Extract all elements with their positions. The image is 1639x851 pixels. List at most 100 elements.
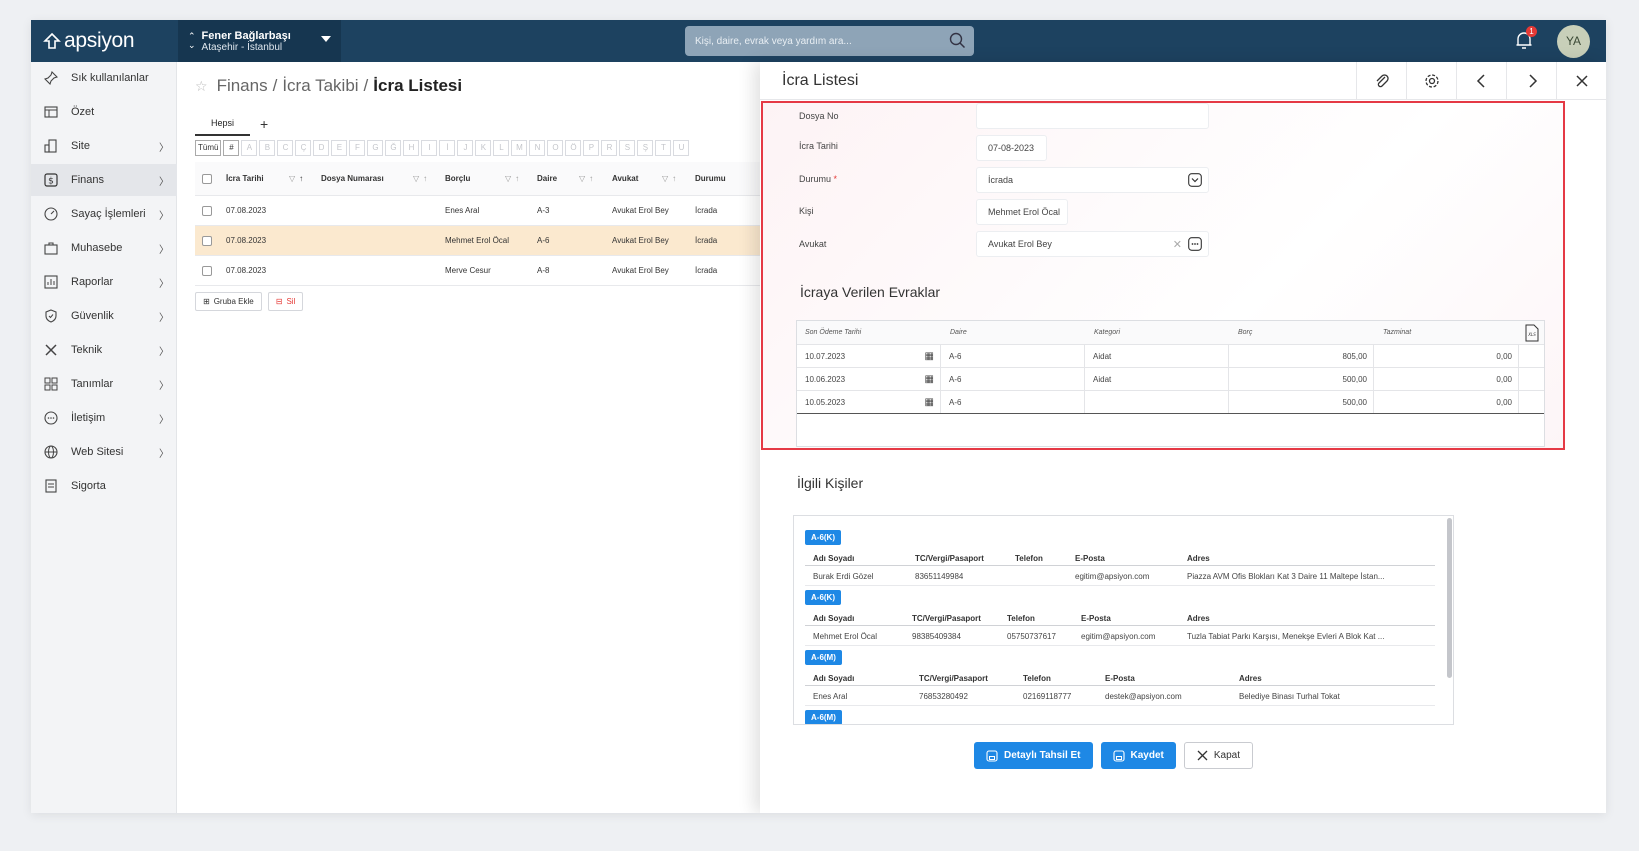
alpha-filter-letter[interactable]: Ç	[295, 140, 312, 156]
alpha-filter-letter[interactable]: T	[655, 140, 672, 156]
table-row[interactable]: 07.08.2023 Enes Aral A-3 Avukat Erol Bey…	[195, 196, 797, 226]
person-row[interactable]: Burak Erdi Gözel 83651149984 egitim@apsi…	[805, 570, 1435, 586]
filter-sort-icons[interactable]: ▽ ↑	[505, 162, 519, 195]
sidebar-item-accounting[interactable]: Muhasebe 〉	[31, 232, 177, 264]
settings-button[interactable]	[1406, 62, 1456, 100]
alpha-filter-letter[interactable]: Ğ	[385, 140, 402, 156]
search-icon[interactable]	[949, 32, 966, 49]
document-row[interactable]: 10.05.2023 ▦ A-6 500,00 0,00	[797, 391, 1544, 414]
row-checkbox[interactable]	[202, 265, 212, 276]
column-header-lawyer[interactable]: Avukat	[612, 174, 639, 183]
document-row[interactable]: 10.07.2023 ▦ A-6 Aidat 805,00 0,00	[797, 345, 1544, 368]
column-header-unit[interactable]: Daire	[537, 174, 558, 183]
more-icon[interactable]	[1188, 237, 1202, 251]
close-panel-button[interactable]	[1556, 62, 1606, 100]
alpha-filter-letter[interactable]: B	[259, 140, 276, 156]
tab-all[interactable]: Hepsi	[195, 112, 251, 136]
person-row[interactable]: Mehmet Erol Öcal 98385409384 05750737617…	[805, 630, 1435, 646]
sidebar-item-communication[interactable]: İletişim 〉	[31, 402, 177, 434]
notifications-button[interactable]: 1	[1515, 26, 1537, 55]
alpha-filter-letter[interactable]: P	[583, 140, 600, 156]
next-button[interactable]	[1506, 62, 1556, 100]
cell-due-date[interactable]: 10.07.2023 ▦	[797, 345, 941, 367]
alpha-filter-letter[interactable]: N	[529, 140, 546, 156]
alpha-filter-letter[interactable]: O	[547, 140, 564, 156]
alpha-filter-letter[interactable]: E	[331, 140, 348, 156]
clear-icon[interactable]: ✕	[1172, 239, 1182, 251]
column-header-status[interactable]: Durumu	[695, 174, 726, 183]
row-checkbox[interactable]	[202, 205, 212, 216]
table-row-selected[interactable]: 07.08.2023 Mehmet Erol Öcal A-6 Avukat E…	[195, 226, 797, 256]
sidebar-item-insurance[interactable]: Sigorta	[31, 470, 177, 502]
alpha-filter-letter[interactable]: İ	[439, 140, 456, 156]
filter-sort-icons[interactable]: ▽ ↑	[289, 162, 303, 195]
xls-file-icon: XLS	[1525, 324, 1539, 341]
alpha-filter-letter[interactable]: M	[511, 140, 528, 156]
alpha-filter-letter[interactable]: I	[421, 140, 438, 156]
alpha-filter-letter[interactable]: H	[403, 140, 420, 156]
document-row[interactable]: 10.06.2023 ▦ A-6 Aidat 500,00 0,00	[797, 368, 1544, 391]
add-tab-icon[interactable]: +	[260, 116, 269, 132]
logo[interactable]: apsiyon	[43, 29, 135, 53]
lawyer-select[interactable]: Avukat Erol Bey ✕	[976, 231, 1209, 257]
alpha-filter-letter[interactable]: A	[241, 140, 258, 156]
alpha-filter-letter[interactable]: R	[601, 140, 618, 156]
alpha-filter-letter[interactable]: J	[457, 140, 474, 156]
sidebar-item-summary[interactable]: Özet	[31, 96, 177, 128]
cell-due-date[interactable]: 10.05.2023 ▦	[797, 391, 941, 413]
alpha-filter-letter[interactable]: D	[313, 140, 330, 156]
breadcrumb-enforcement[interactable]: İcra Takibi	[282, 76, 359, 95]
cell-due-date[interactable]: 10.06.2023 ▦	[797, 368, 941, 390]
status-select[interactable]: İcrada	[976, 167, 1209, 193]
add-to-group-button[interactable]: ⊞ Gruba Ekle	[195, 292, 262, 311]
person-row[interactable]: Enes Aral 76853280492 02169118777 destek…	[805, 690, 1435, 706]
alpha-filter-letter[interactable]: G	[367, 140, 384, 156]
close-button[interactable]: Kapat	[1183, 742, 1254, 769]
person-field[interactable]: Mehmet Erol Öcal	[976, 199, 1068, 225]
site-switcher[interactable]: ⌃ ⌄ Fener Bağlarbaşı Ataşehir - İstanbul	[178, 20, 341, 62]
detail-panel: İcra Listesi Dosya No İcra Tarihi 07-08-…	[760, 62, 1606, 813]
alpha-filter-letter[interactable]: L	[493, 140, 510, 156]
alpha-filter-all[interactable]: Tümü	[195, 140, 222, 156]
column-header-file-no[interactable]: Dosya Numarası	[321, 174, 384, 183]
alpha-filter-hash[interactable]: #	[223, 140, 240, 156]
row-checkbox[interactable]	[202, 235, 212, 246]
alpha-filter-letter[interactable]: U	[673, 140, 690, 156]
filter-sort-icons[interactable]: ▽ ↑	[662, 162, 676, 195]
sidebar-item-favorites[interactable]: Sık kullanılanlar	[31, 62, 177, 94]
search-input[interactable]	[695, 26, 935, 56]
column-header-date[interactable]: İcra Tarihi	[226, 174, 264, 183]
delete-button[interactable]: ⊟ Sil	[267, 292, 304, 311]
alpha-filter-letter[interactable]: K	[475, 140, 492, 156]
alpha-filter-letter[interactable]: Ş	[637, 140, 654, 156]
breadcrumb-finance[interactable]: Finans	[216, 76, 268, 95]
table-row[interactable]: 07.08.2023 Merve Cesur A-8 Avukat Erol B…	[195, 256, 797, 286]
sidebar-item-finance[interactable]: $ Finans 〉	[31, 164, 177, 196]
alpha-filter-letter[interactable]: Ö	[565, 140, 582, 156]
filter-sort-icons[interactable]: ▽ ↑	[579, 162, 593, 195]
avatar[interactable]: YA	[1557, 25, 1590, 58]
sidebar-item-technical[interactable]: Teknik 〉	[31, 334, 177, 366]
sidebar-item-definitions[interactable]: Tanımlar 〉	[31, 368, 177, 400]
column-header-debtor[interactable]: Borçlu	[445, 174, 471, 183]
xls-export-button[interactable]: XLS	[1525, 321, 1539, 344]
filter-sort-icons[interactable]: ▽ ↑	[413, 162, 427, 195]
select-all-checkbox[interactable]	[202, 173, 212, 184]
attach-button[interactable]	[1356, 62, 1406, 100]
sidebar-item-website[interactable]: Web Sitesi 〉	[31, 436, 177, 468]
save-button[interactable]: Kaydet	[1100, 742, 1176, 769]
alpha-filter-letter[interactable]: F	[349, 140, 366, 156]
detailed-collect-button[interactable]: Detaylı Tahsil Et	[974, 742, 1093, 769]
sidebar-item-site[interactable]: Site 〉	[31, 130, 177, 162]
previous-button[interactable]	[1456, 62, 1506, 100]
scrollbar[interactable]	[1447, 518, 1452, 678]
alpha-filter-letter[interactable]: C	[277, 140, 294, 156]
sidebar-item-reports[interactable]: Raporlar 〉	[31, 266, 177, 298]
date-field[interactable]: 07-08-2023	[976, 135, 1047, 161]
file-no-field[interactable]	[976, 103, 1209, 129]
sidebar-item-meters[interactable]: Sayaç İşlemleri 〉	[31, 198, 177, 230]
sidebar-item-security[interactable]: Güvenlik 〉	[31, 300, 177, 332]
alpha-filter-letter[interactable]: S	[619, 140, 636, 156]
sort-up-icon: ↑	[589, 174, 594, 183]
star-icon[interactable]: ☆	[195, 77, 208, 94]
